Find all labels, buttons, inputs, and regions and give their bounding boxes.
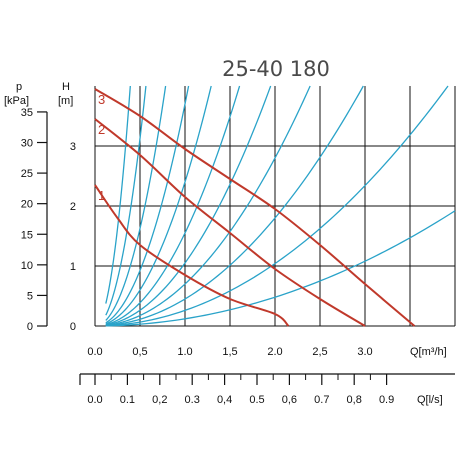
ls-tick-label: 0.5 — [249, 394, 264, 406]
system-curve — [105, 85, 167, 321]
system-curve — [105, 85, 364, 327]
y-tick-label: 3 — [70, 141, 76, 153]
y-tick-label: 0 — [70, 321, 76, 333]
h-axis-label: H — [62, 81, 70, 93]
chart-title: 25-40 180 — [222, 57, 330, 81]
y-tick-label: 1 — [70, 261, 76, 273]
kpa-tick-label: 0 — [27, 321, 33, 333]
system-curve — [105, 85, 212, 325]
ls-tick-label: 0.9 — [379, 394, 394, 406]
system-curve — [105, 85, 449, 327]
ls-axis-label: Q[l/s] — [417, 394, 443, 406]
ls-tick-label: 0,2 — [152, 394, 167, 406]
kpa-axis-unit: [kPa] — [4, 95, 29, 107]
grid — [37, 86, 456, 385]
system-curve — [105, 210, 456, 327]
system-curve — [105, 85, 147, 316]
x-tick-label: 1,5 — [222, 346, 237, 358]
kpa-tick-label: 15 — [21, 229, 33, 241]
ls-tick-label: 0,6 — [282, 394, 297, 406]
x-tick-label: 2.0 — [267, 346, 282, 358]
pump-curve-label: 1 — [98, 188, 105, 203]
kpa-tick-label: 30 — [21, 138, 33, 150]
ls-tick-label: 0.7 — [314, 394, 329, 406]
x-tick-label: 2,5 — [312, 346, 327, 358]
kpa-tick-label: 5 — [27, 290, 33, 302]
pump-curves: 1 2 3 — [94, 88, 416, 327]
tick-labels: 0 1 2 3 0.0 0,5 1.0 1,5 2.0 2,5 3.0 0 5 10 15 20 25 30 35 0… — [21, 107, 394, 406]
ls-tick-label: 0.3 — [185, 394, 200, 406]
kpa-tick-label: 35 — [21, 107, 33, 119]
kpa-tick-label: 10 — [21, 260, 33, 272]
system-curve — [105, 85, 241, 326]
kpa-axis-label: p — [16, 81, 22, 93]
system-curve — [105, 85, 311, 327]
x-axis-label: Q[m³/h] — [410, 346, 447, 358]
pump-curve-2 — [94, 118, 366, 327]
x-tick-label: 0.0 — [87, 346, 102, 358]
y-tick-label: 2 — [70, 201, 76, 213]
kpa-tick-label: 20 — [21, 199, 33, 211]
pump-curve-label: 2 — [98, 122, 105, 137]
ls-tick-label: 0,8 — [347, 394, 362, 406]
x-tick-label: 0,5 — [132, 346, 147, 358]
ls-tick-label: 0.1 — [120, 394, 135, 406]
pump-curve-1 — [94, 184, 290, 327]
pump-curve-3 — [94, 88, 416, 327]
system-curve — [105, 85, 131, 304]
system-curve — [105, 85, 272, 326]
ls-tick-label: 0,4 — [217, 394, 232, 406]
kpa-tick-label: 25 — [21, 168, 33, 180]
pump-curve-label: 3 — [98, 92, 105, 107]
h-axis-unit: [m] — [58, 95, 73, 107]
system-curves — [105, 85, 456, 327]
ls-tick-label: 0.0 — [87, 394, 102, 406]
x-tick-label: 3.0 — [357, 346, 372, 358]
x-tick-label: 1.0 — [177, 346, 192, 358]
